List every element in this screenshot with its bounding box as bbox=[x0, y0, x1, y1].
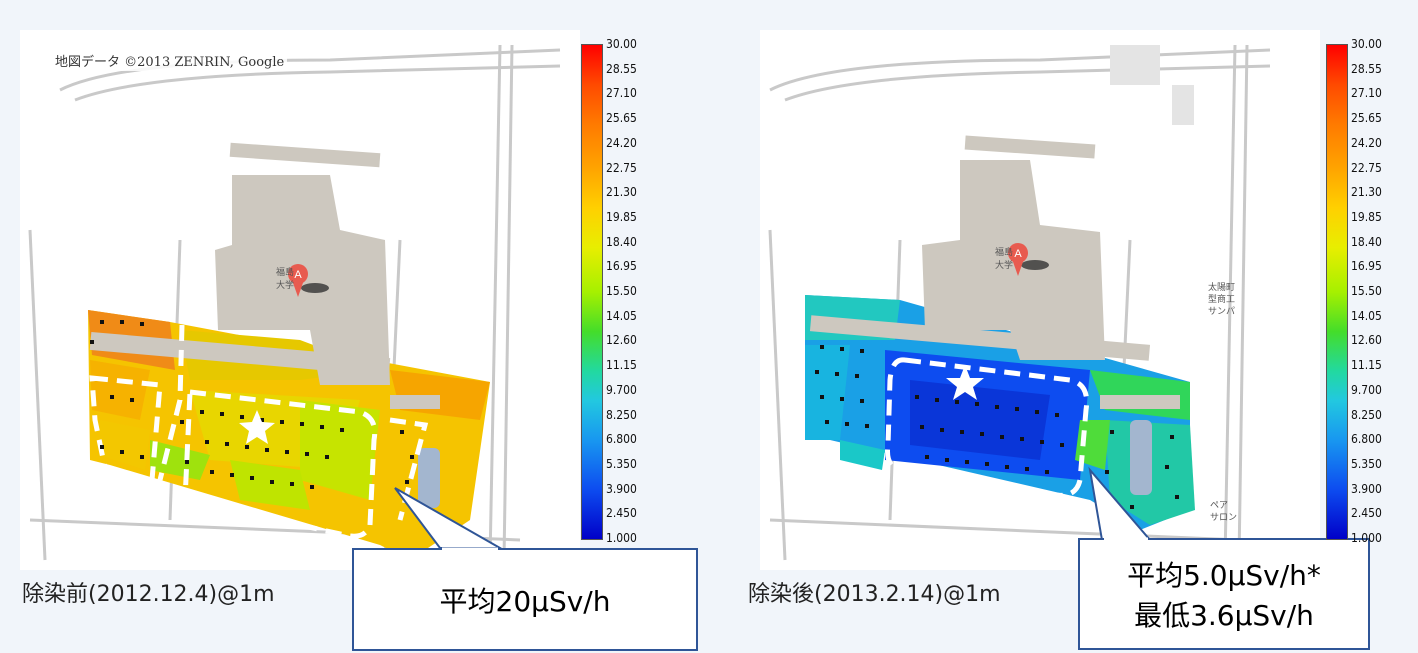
scale-tick-label: 28.55 bbox=[1351, 61, 1382, 76]
scale-tick-label: 11.15 bbox=[606, 358, 637, 373]
scale-tick-label: 1.000 bbox=[1351, 531, 1382, 545]
callout-pointer-join bbox=[442, 547, 498, 551]
average-dose-callout: 平均20μSv/h bbox=[352, 548, 698, 651]
scale-tick-label: 18.40 bbox=[606, 234, 637, 249]
color-scale-bar bbox=[1326, 44, 1348, 540]
map-label-salon: サロン bbox=[1210, 512, 1237, 523]
scale-tick-label: 30.00 bbox=[606, 37, 637, 51]
pond bbox=[418, 448, 440, 508]
scale-tick-label: 27.10 bbox=[1351, 86, 1382, 101]
measurement-area-outline bbox=[885, 357, 1090, 498]
scale-tick-label: 12.60 bbox=[606, 333, 637, 348]
scale-tick-label: 21.30 bbox=[1351, 185, 1382, 200]
scale-tick-label: 6.800 bbox=[606, 432, 637, 447]
scale-tick-label: 25.65 bbox=[606, 111, 637, 126]
minimum-dose-text: 最低3.6μSv/h bbox=[1134, 599, 1314, 632]
scale-tick-label: 15.50 bbox=[606, 284, 637, 298]
scale-tick-label: 16.95 bbox=[606, 259, 637, 274]
scale-tick-label: 8.250 bbox=[1351, 407, 1382, 422]
scale-tick-label: 22.75 bbox=[606, 160, 637, 175]
before-decontamination-panel: A 福島 大学 地図データ ©2013 ZENRIN, Google 平均20μ… bbox=[0, 0, 700, 653]
scale-tick-label: 5.350 bbox=[1351, 456, 1382, 471]
average-dose-text: 平均20μSv/h bbox=[439, 584, 611, 618]
after-decontamination-panel: A 福島 大学 太陽町 型商工 サンパ ペア サロン 平均5.0μSv/h* 最… bbox=[710, 0, 1410, 653]
scale-tick-label: 9.700 bbox=[606, 382, 637, 397]
scale-tick-label: 14.05 bbox=[1351, 308, 1382, 323]
map-label-university: 大学 bbox=[995, 259, 1013, 271]
star-marker bbox=[946, 365, 984, 400]
scale-tick-label: 8.250 bbox=[606, 407, 637, 422]
measurement-area-outline bbox=[89, 324, 429, 539]
scale-tick-label: 6.800 bbox=[1351, 432, 1382, 447]
before-map: A 福島 大学 bbox=[20, 30, 580, 570]
scale-tick-label: 2.450 bbox=[606, 506, 637, 521]
map-label-taiyocho: 太陽町 bbox=[1208, 281, 1235, 293]
scale-tick-label: 14.05 bbox=[606, 308, 637, 323]
scale-tick-label: 12.60 bbox=[1351, 333, 1382, 348]
scale-tick-label: 2.450 bbox=[1351, 506, 1382, 521]
map-label-university: 大学 bbox=[276, 279, 294, 291]
after-caption: 除染後(2013.2.14)@1m bbox=[748, 582, 1001, 607]
sample-points bbox=[815, 345, 1179, 509]
scale-tick-label: 19.85 bbox=[1351, 209, 1382, 224]
scale-tick-label: 22.75 bbox=[1351, 160, 1382, 175]
sample-points bbox=[90, 320, 414, 489]
before-caption: 除染前(2012.12.4)@1m bbox=[22, 582, 275, 607]
callout-pointer-join bbox=[1104, 537, 1148, 541]
scale-tick-label: 9.700 bbox=[1351, 382, 1382, 397]
average-dose-text: 平均5.0μSv/h* bbox=[1127, 559, 1321, 592]
scale-tick-label: 15.50 bbox=[1351, 284, 1382, 298]
svg-text:A: A bbox=[294, 269, 302, 281]
scale-tick-label: 28.55 bbox=[606, 61, 637, 76]
color-scale-bar bbox=[581, 44, 603, 540]
scale-tick-label: 3.900 bbox=[1351, 481, 1382, 496]
map-label-fukushima: 福島 bbox=[995, 246, 1013, 258]
scale-tick-label: 11.15 bbox=[1351, 358, 1382, 373]
scale-tick-label: 18.40 bbox=[1351, 234, 1382, 249]
location-marker-icon: A bbox=[288, 264, 329, 297]
scale-tick-label: 25.65 bbox=[1351, 111, 1382, 126]
scale-tick-label: 24.20 bbox=[1351, 135, 1382, 150]
after-map: A 福島 大学 太陽町 型商工 サンパ ペア サロン bbox=[760, 30, 1320, 570]
map-attribution: 地図データ ©2013 ZENRIN, Google bbox=[52, 50, 288, 71]
map-label-shoko: 型商工 bbox=[1208, 293, 1235, 305]
scale-tick-label: 21.30 bbox=[606, 185, 637, 200]
scale-tick-label: 24.20 bbox=[606, 135, 637, 150]
scale-tick-label: 16.95 bbox=[1351, 259, 1382, 274]
scale-tick-label: 1.000 bbox=[606, 531, 637, 545]
map-label-sanpa: サンパ bbox=[1208, 306, 1235, 317]
pond bbox=[1130, 420, 1152, 495]
average-dose-callout: 平均5.0μSv/h* 最低3.6μSv/h bbox=[1078, 538, 1370, 650]
scale-tick-label: 30.00 bbox=[1351, 37, 1382, 51]
scale-tick-label: 27.10 bbox=[606, 86, 637, 101]
svg-text:A: A bbox=[1014, 248, 1022, 260]
scale-tick-label: 5.350 bbox=[606, 456, 637, 471]
map-label-pair: ペア bbox=[1210, 501, 1228, 511]
star-marker bbox=[239, 410, 275, 444]
scale-tick-label: 19.85 bbox=[606, 209, 637, 224]
location-marker-icon: A bbox=[1008, 243, 1049, 276]
map-label-fukushima: 福島 bbox=[276, 266, 294, 278]
scale-tick-label: 3.900 bbox=[606, 481, 637, 496]
